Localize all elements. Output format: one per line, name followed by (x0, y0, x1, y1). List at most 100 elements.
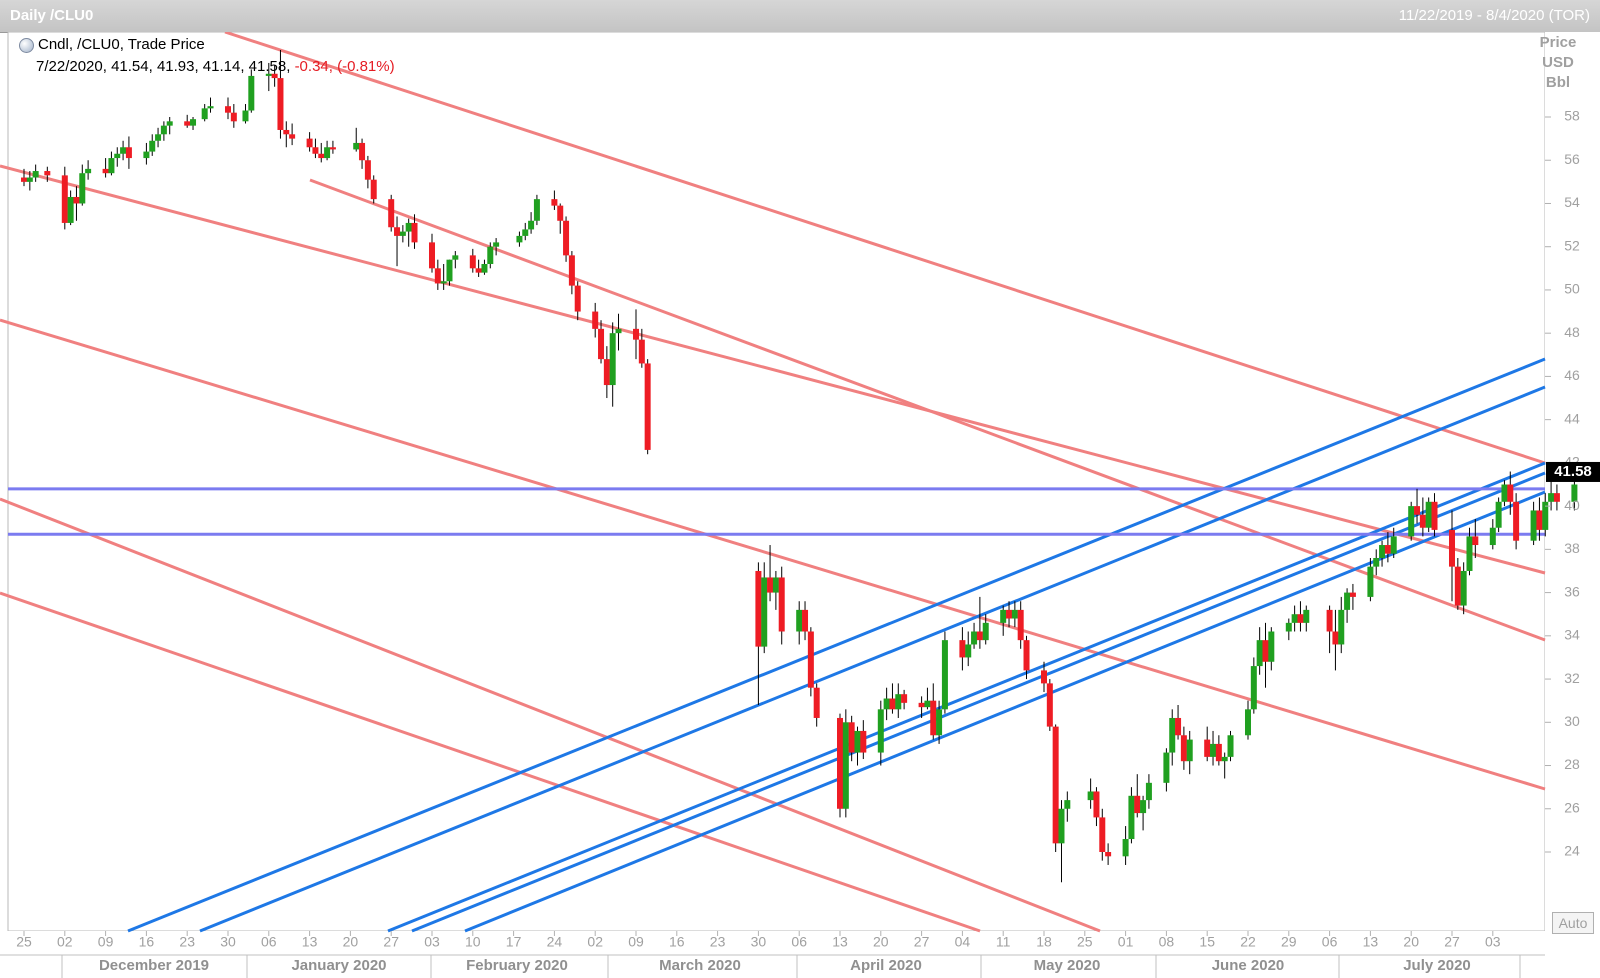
candle[interactable] (1052, 724, 1059, 852)
candle[interactable] (359, 138, 366, 169)
candle[interactable] (1291, 605, 1298, 632)
candle[interactable] (772, 570, 779, 610)
candle[interactable] (1373, 549, 1380, 576)
candle[interactable] (837, 713, 843, 818)
candle[interactable] (1145, 774, 1152, 809)
candle[interactable] (312, 138, 319, 159)
candle[interactable] (1285, 618, 1292, 641)
candle[interactable] (26, 171, 33, 191)
candle[interactable] (1105, 843, 1112, 865)
candle[interactable] (1186, 730, 1193, 775)
candle[interactable] (1122, 826, 1129, 865)
candle[interactable] (1419, 497, 1426, 537)
candle[interactable] (1215, 735, 1222, 766)
candle[interactable] (1169, 709, 1176, 766)
candle[interactable] (1501, 480, 1508, 507)
candle[interactable] (108, 151, 115, 176)
candle[interactable] (1460, 562, 1467, 615)
candle[interactable] (603, 346, 610, 399)
candle[interactable] (1542, 493, 1549, 537)
candle[interactable] (1087, 778, 1094, 809)
candle[interactable] (1303, 605, 1310, 632)
candle[interactable] (85, 160, 92, 180)
candle[interactable] (522, 222, 529, 241)
candle[interactable] (1472, 519, 1479, 558)
candle[interactable] (1297, 601, 1304, 632)
candle[interactable] (44, 166, 51, 182)
candle[interactable] (1099, 808, 1106, 861)
candle[interactable] (324, 140, 331, 161)
candle[interactable] (813, 683, 820, 727)
candle[interactable] (854, 726, 861, 766)
candle[interactable] (201, 104, 208, 122)
candle[interactable] (1536, 497, 1543, 541)
candle[interactable] (160, 121, 167, 141)
candle[interactable] (1449, 510, 1455, 602)
candle[interactable] (1006, 601, 1013, 628)
candle[interactable] (248, 69, 255, 113)
price-axis-panel[interactable] (1545, 32, 1600, 978)
candle[interactable] (143, 142, 150, 165)
candlestick-chart[interactable]: Price USD Bbl 58565452504846444240383634… (0, 32, 1600, 978)
candle[interactable] (149, 134, 156, 156)
candle[interactable] (1384, 532, 1391, 563)
candle[interactable] (1326, 605, 1333, 654)
resistance-trendline[interactable] (309, 178, 1546, 642)
candle[interactable] (114, 147, 121, 167)
candle[interactable] (1175, 705, 1182, 740)
candle[interactable] (895, 683, 902, 718)
support-trendline[interactable] (411, 471, 1546, 933)
candle[interactable] (1262, 622, 1269, 688)
candle[interactable] (230, 104, 237, 128)
candle[interactable] (469, 248, 476, 273)
plot-area[interactable] (7, 32, 1546, 932)
candle[interactable] (982, 614, 989, 645)
candle[interactable] (1250, 657, 1257, 714)
candle[interactable] (446, 259, 453, 286)
support-trendline[interactable] (464, 490, 1546, 933)
candle[interactable] (190, 117, 197, 130)
candle[interactable] (1134, 774, 1141, 818)
candle[interactable] (1245, 700, 1251, 740)
candle[interactable] (289, 123, 296, 146)
candle[interactable] (941, 631, 948, 714)
candle[interactable] (1210, 730, 1217, 766)
candle[interactable] (434, 259, 441, 290)
candle[interactable] (1390, 527, 1397, 558)
candle[interactable] (155, 127, 162, 148)
candle[interactable] (166, 117, 173, 135)
candle[interactable] (370, 175, 377, 204)
candle[interactable] (1338, 596, 1345, 654)
candle[interactable] (61, 166, 68, 230)
candle[interactable] (1507, 471, 1514, 515)
candle[interactable] (32, 164, 39, 182)
resistance-trendline[interactable] (0, 591, 981, 933)
candle[interactable] (971, 622, 978, 649)
candle[interactable] (1000, 605, 1007, 636)
support-trendline[interactable] (127, 357, 1546, 933)
candle[interactable] (120, 140, 127, 161)
candle[interactable] (1268, 627, 1275, 671)
candle[interactable] (487, 242, 494, 269)
candle[interactable] (574, 281, 581, 321)
candle[interactable] (877, 700, 884, 766)
candle[interactable] (1058, 800, 1065, 883)
candle[interactable] (481, 259, 488, 275)
candle[interactable] (353, 127, 360, 152)
candle[interactable] (364, 155, 371, 189)
candle[interactable] (1553, 484, 1560, 511)
candle[interactable] (796, 601, 803, 645)
candle[interactable] (889, 683, 896, 714)
candle[interactable] (807, 627, 814, 697)
candle[interactable] (1128, 787, 1135, 844)
candle[interactable] (901, 689, 908, 710)
candle[interactable] (440, 264, 447, 290)
study-settings-icon[interactable] (19, 38, 34, 53)
candle[interactable] (1140, 795, 1147, 831)
candle[interactable] (1332, 609, 1339, 671)
candle[interactable] (1256, 627, 1263, 675)
candle[interactable] (493, 238, 500, 256)
candle[interactable] (976, 596, 983, 649)
candle[interactable] (761, 562, 768, 654)
candle[interactable] (318, 142, 325, 163)
